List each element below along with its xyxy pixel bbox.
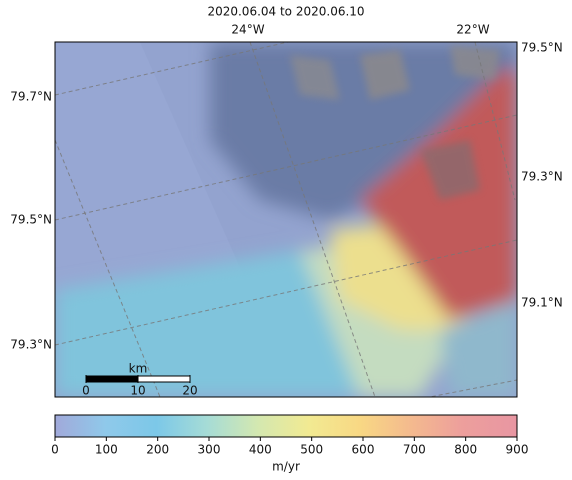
colorbar-tick-label: 600 — [352, 443, 375, 457]
map-frame — [54, 41, 518, 398]
scale-tick-label: 0 — [82, 384, 90, 398]
colorbar-tick-label: 700 — [403, 443, 426, 457]
lat-label: 79.3°N — [521, 170, 563, 184]
colorbar-label: m/yr — [272, 460, 300, 474]
colorbar-tick-label: 200 — [146, 443, 169, 457]
scale-bar: 0 10 20 — [82, 375, 198, 398]
title: 2020.06.04 to 2020.06.10 — [207, 5, 364, 19]
scale-tick-label: 10 — [130, 384, 145, 398]
lon-label: 24°W — [231, 23, 264, 37]
map-image — [55, 42, 517, 397]
colorbar-tick-label: 400 — [249, 443, 272, 457]
lat-label: 79.3°N — [10, 338, 52, 352]
colorbar-tick-label: 300 — [198, 443, 221, 457]
colorbar-tick-label: 800 — [454, 443, 477, 457]
lat-label: 79.5°N — [521, 41, 563, 55]
colorbar-tick-label: 500 — [300, 443, 323, 457]
colorbar-tick-label: 0 — [51, 443, 59, 457]
colorbar-ticks: 0 100 200 300 400 500 600 700 800 900 — [51, 437, 528, 457]
colorbar-tick-label: 900 — [506, 443, 529, 457]
lat-label: 79.1°N — [521, 296, 563, 310]
colorbar — [54, 414, 518, 438]
lat-label: 79.5°N — [10, 213, 52, 227]
scale-tick-label: 20 — [182, 384, 197, 398]
scale-bar-segment — [86, 376, 138, 382]
scale-unit: km — [129, 362, 148, 376]
lon-label: 22°W — [456, 23, 489, 37]
colorbar-tick-label: 100 — [95, 443, 118, 457]
lat-label: 79.7°N — [10, 90, 52, 104]
